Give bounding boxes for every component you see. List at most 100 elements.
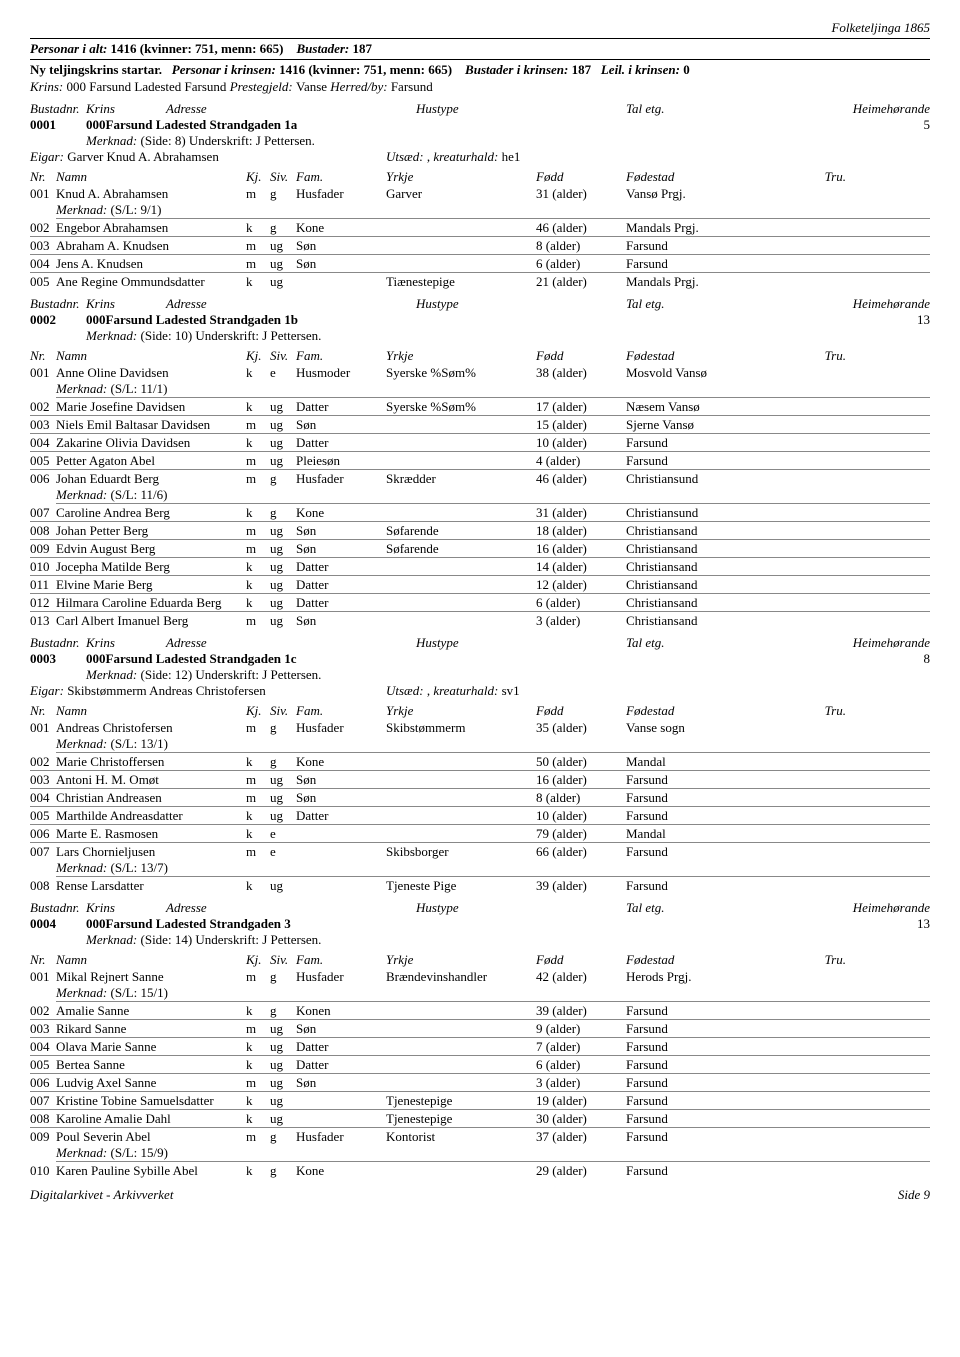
col-yrkje: Yrkje <box>386 703 536 719</box>
bustad-nr: 0004 <box>30 916 86 932</box>
person-yrkje <box>386 417 536 433</box>
person-fodd: 6 (alder) <box>536 1057 626 1073</box>
person-nr: 012 <box>30 595 56 611</box>
person-namn: Lars Chornieljusen <box>56 844 246 860</box>
person-fam: Søn <box>296 613 386 629</box>
col-siv: Siv. <box>270 169 296 185</box>
person-fodd: 4 (alder) <box>536 453 626 469</box>
person-header-row: Nr. Namn Kj. Siv. Fam. Yrkje Fødd Fødest… <box>30 952 930 968</box>
person-fam: Datter <box>296 577 386 593</box>
person-yrkje: Tjenestepige <box>386 1093 536 1109</box>
person-kj: k <box>246 577 270 593</box>
person-fam: Husfader <box>296 471 386 487</box>
person-row: 005 Bertea Sanne k ug Datter 6 (alder) F… <box>30 1056 930 1074</box>
col-fodestad: Fødestad <box>626 169 806 185</box>
bustad-heim: 13 <box>826 916 930 932</box>
person-fodd: 29 (alder) <box>536 1163 626 1179</box>
person-siv: g <box>270 1129 296 1145</box>
value: Vanse <box>296 79 327 94</box>
bustad-adresse: 000Farsund Ladested Strandgaden 1c <box>86 651 416 667</box>
person-header-row: Nr. Namn Kj. Siv. Fam. Yrkje Fødd Fødest… <box>30 169 930 185</box>
person-header-row: Nr. Namn Kj. Siv. Fam. Yrkje Fødd Fødest… <box>30 348 930 364</box>
bustad-nr: 0001 <box>30 117 86 133</box>
col-fodd: Fødd <box>536 703 626 719</box>
person-kj: m <box>246 523 270 539</box>
person-fodd: 10 (alder) <box>536 435 626 451</box>
person-row: 008 Karoline Amalie Dahl k ug Tjenestepi… <box>30 1110 930 1128</box>
person-namn: Engebor Abrahamsen <box>56 220 246 236</box>
person-namn: Poul Severin Abel <box>56 1129 246 1145</box>
label: Prestegjeld: <box>230 79 293 94</box>
person-merknad: Merknad: (S/L: 9/1) <box>56 202 930 219</box>
person-yrkje <box>386 577 536 593</box>
person-header-row: Nr. Namn Kj. Siv. Fam. Yrkje Fødd Fødest… <box>30 703 930 719</box>
person-row: 002 Engebor Abrahamsen k g Kone 46 (alde… <box>30 219 930 237</box>
person-fam: Kone <box>296 1163 386 1179</box>
person-fodestad: Farsund <box>626 772 806 788</box>
person-siv: e <box>270 826 296 842</box>
person-kj: k <box>246 274 270 290</box>
person-fam: Søn <box>296 238 386 254</box>
person-namn: Abraham A. Knudsen <box>56 238 246 254</box>
person-kj: m <box>246 790 270 806</box>
person-yrkje <box>386 256 536 272</box>
person-namn: Johan Petter Berg <box>56 523 246 539</box>
person-siv: ug <box>270 790 296 806</box>
col-bustadnr: Bustadnr. <box>30 101 86 117</box>
person-fodestad: Næsem Vansø <box>626 399 806 415</box>
label: Krins: <box>30 79 63 94</box>
person-nr: 005 <box>30 1057 56 1073</box>
person-merknad: Merknad: (S/L: 13/1) <box>56 736 930 753</box>
person-kj: k <box>246 435 270 451</box>
bustad-header-row: Bustadnr. Krins Adresse Hustype Tal etg.… <box>30 635 930 651</box>
col-namn: Namn <box>56 703 246 719</box>
person-siv: ug <box>270 772 296 788</box>
person-yrkje: Søfarende <box>386 523 536 539</box>
person-fam: Datter <box>296 559 386 575</box>
bustad-header-row: Bustadnr. Krins Adresse Hustype Tal etg.… <box>30 900 930 916</box>
person-namn: Elvine Marie Berg <box>56 577 246 593</box>
person-fodd: 7 (alder) <box>536 1039 626 1055</box>
person-siv: e <box>270 844 296 860</box>
summary-line-2: Ny teljingskrins startar. Personar i kri… <box>30 62 930 78</box>
person-siv: g <box>270 969 296 985</box>
person-siv: g <box>270 1163 296 1179</box>
person-fodd: 21 (alder) <box>536 274 626 290</box>
person-fodd: 79 (alder) <box>536 826 626 842</box>
person-fam <box>296 826 386 842</box>
person-nr: 001 <box>30 365 56 381</box>
person-fam: Søn <box>296 256 386 272</box>
bustad-adresse: 000Farsund Ladested Strandgaden 3 <box>86 916 416 932</box>
person-nr: 002 <box>30 754 56 770</box>
person-yrkje: Tjenestepige <box>386 1111 536 1127</box>
person-tru <box>806 256 846 272</box>
person-kj: m <box>246 844 270 860</box>
label: Bustader: <box>297 41 350 56</box>
person-fam: Pleiesøn <box>296 453 386 469</box>
bustad-block: Bustadnr. Krins Adresse Hustype Tal etg.… <box>30 900 930 1179</box>
person-namn: Anne Oline Davidsen <box>56 365 246 381</box>
person-namn: Zakarine Olivia Davidsen <box>56 435 246 451</box>
person-fodd: 8 (alder) <box>536 238 626 254</box>
person-namn: Mikal Rejnert Sanne <box>56 969 246 985</box>
person-siv: ug <box>270 1057 296 1073</box>
person-row: 004 Zakarine Olivia Davidsen k ug Datter… <box>30 434 930 452</box>
person-namn: Hilmara Caroline Eduarda Berg <box>56 595 246 611</box>
person-fam <box>296 844 386 860</box>
person-fam: Datter <box>296 1057 386 1073</box>
person-fodestad: Farsund <box>626 1163 806 1179</box>
person-tru <box>806 1057 846 1073</box>
person-namn: Amalie Sanne <box>56 1003 246 1019</box>
person-nr: 009 <box>30 1129 56 1145</box>
person-yrkje <box>386 1057 536 1073</box>
person-siv: ug <box>270 1039 296 1055</box>
person-namn: Edvin August Berg <box>56 541 246 557</box>
person-row: 009 Edvin August Berg m ug Søn Søfarende… <box>30 540 930 558</box>
address-row: 0001 000Farsund Ladested Strandgaden 1a … <box>30 117 930 133</box>
person-siv: g <box>270 471 296 487</box>
person-kj: k <box>246 559 270 575</box>
person-row: 010 Karen Pauline Sybille Abel k g Kone … <box>30 1162 930 1179</box>
person-siv: ug <box>270 1021 296 1037</box>
person-row: 001 Mikal Rejnert Sanne m g Husfader Bræ… <box>30 968 930 985</box>
person-kj: m <box>246 453 270 469</box>
